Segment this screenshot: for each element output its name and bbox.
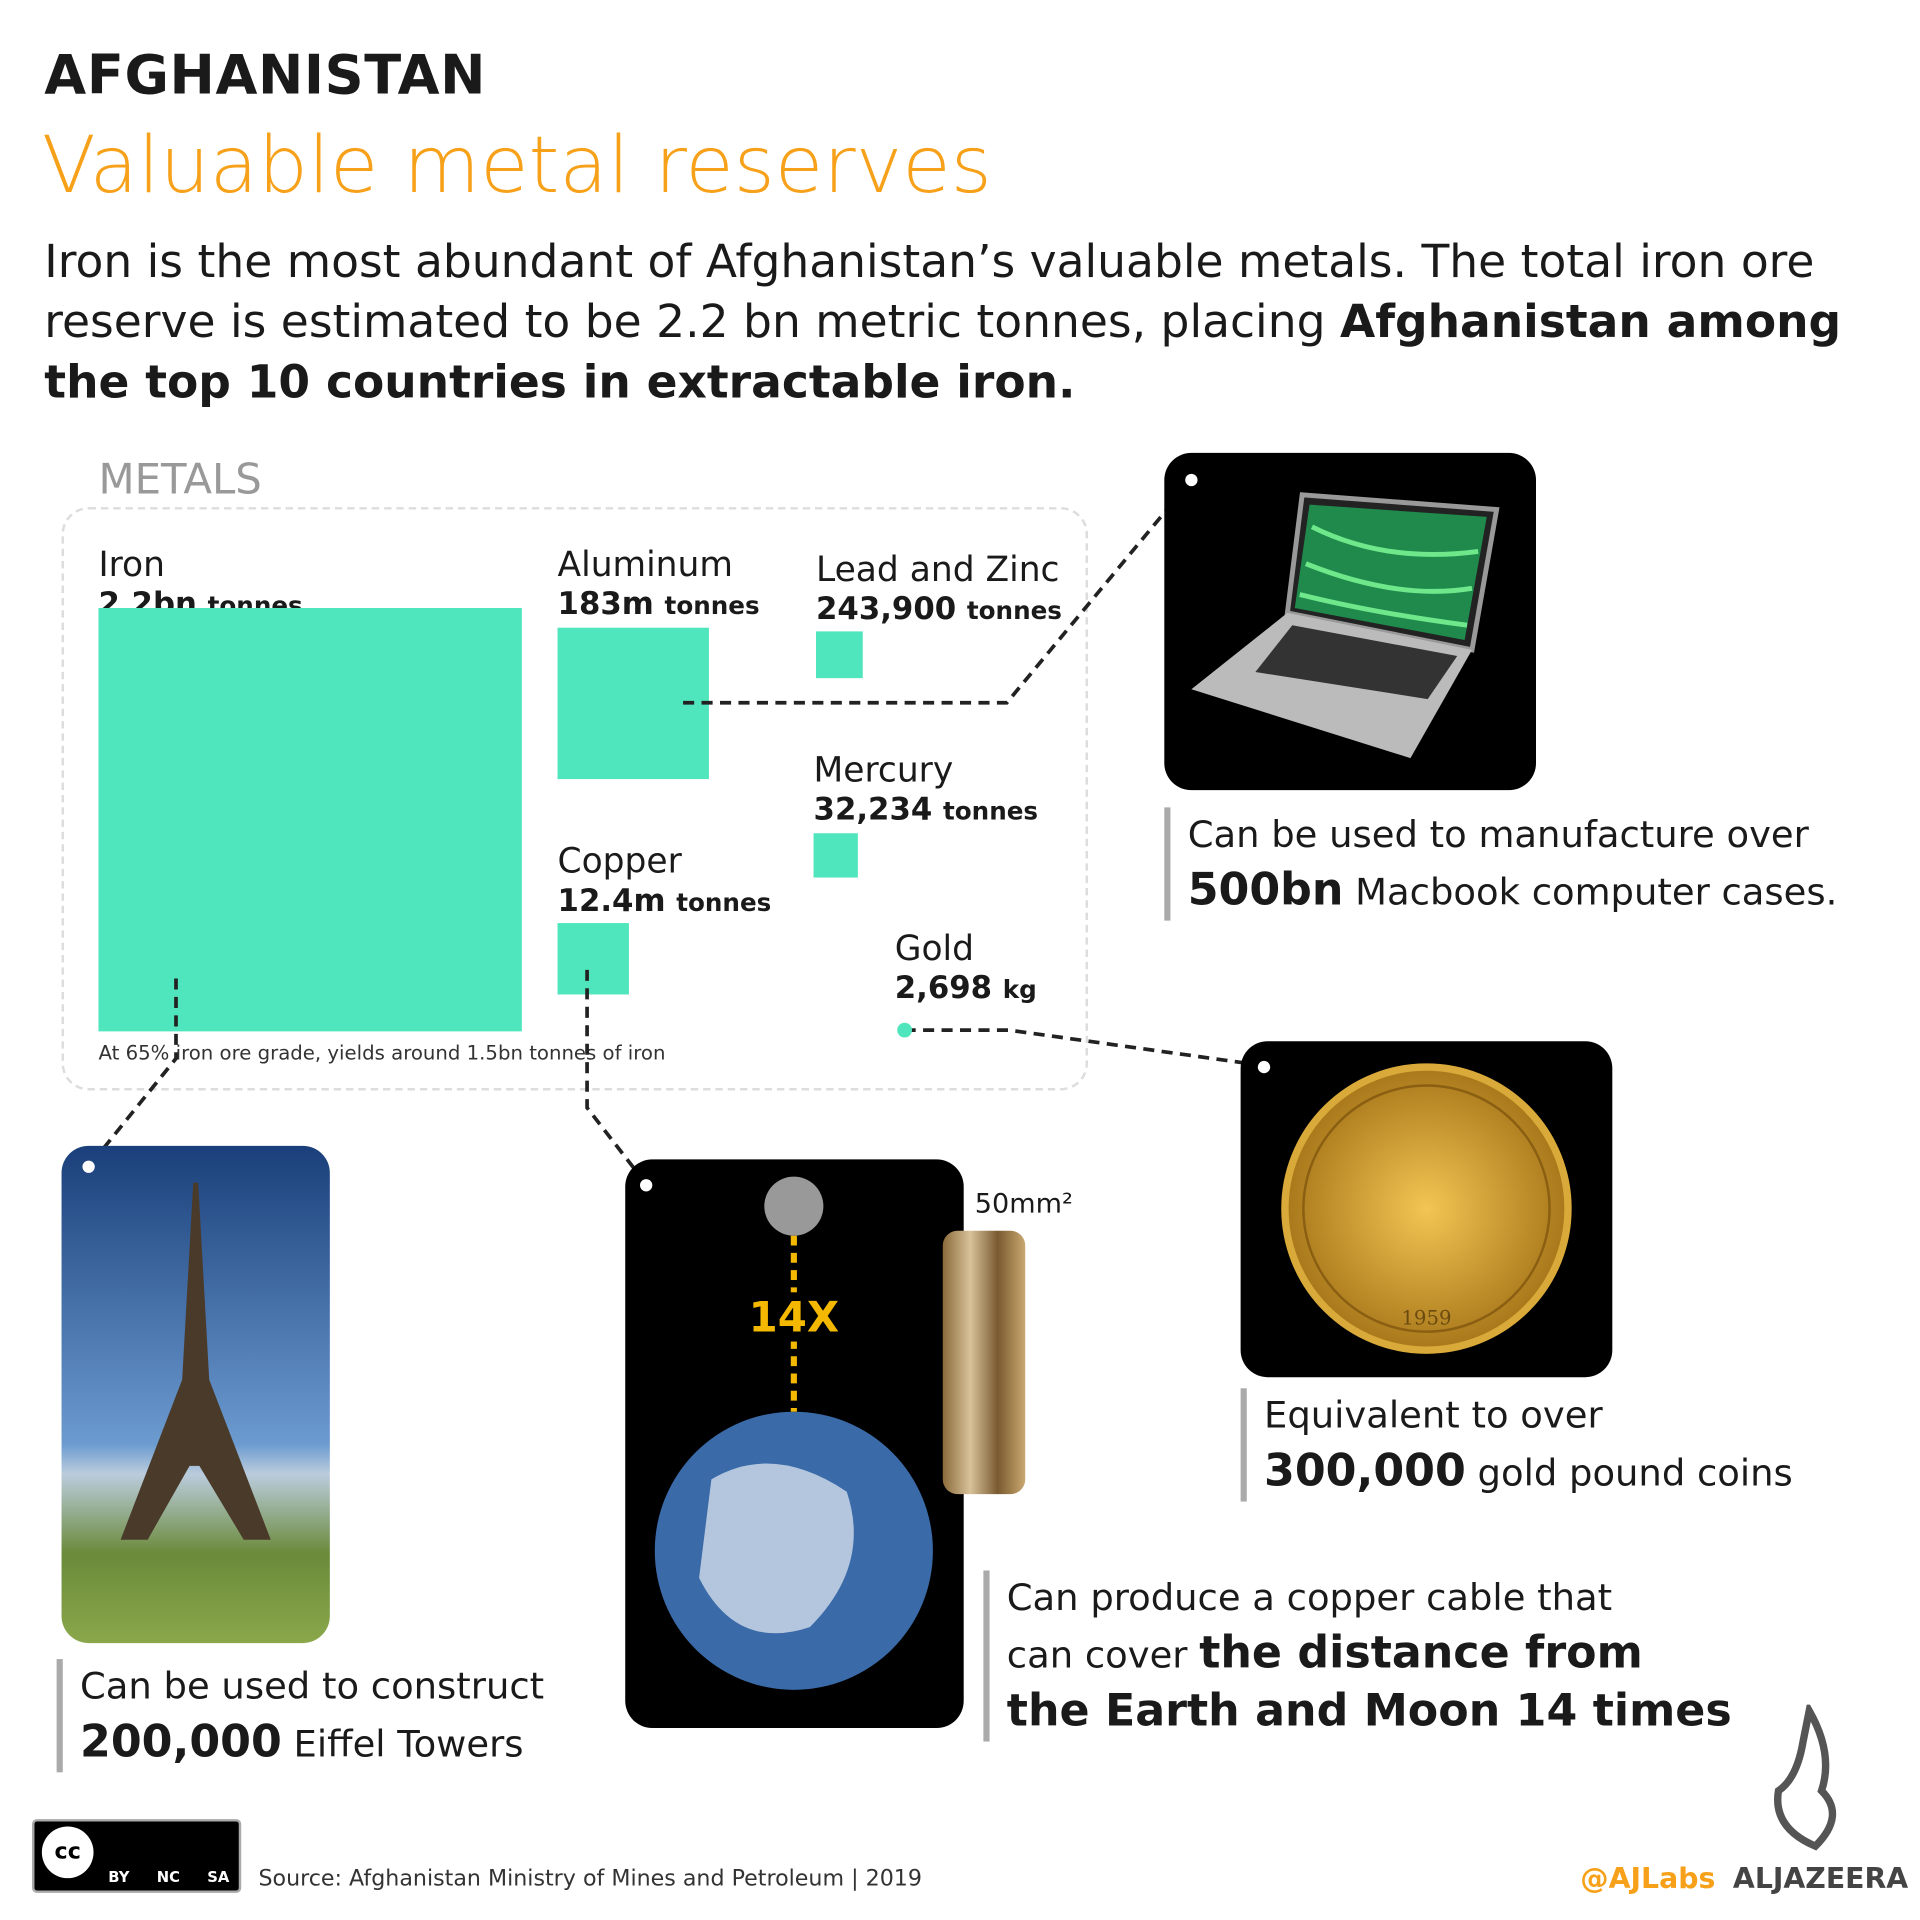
metal-value: 12.4m tonnes [557, 882, 772, 919]
aluminum-connector [683, 478, 1193, 705]
earth-moon-illustration: 14X [654, 1176, 933, 1690]
metal-square-iron [98, 608, 522, 1032]
aljazeera-brand: ALJAZEERA [1732, 1863, 1909, 1896]
earth-moon-photo: 14X [625, 1159, 964, 1729]
laptop-icon [1191, 492, 1500, 759]
caption-number: 200,000 [80, 1716, 282, 1768]
metal-name-iron: Iron [98, 544, 165, 585]
page-title: Valuable metal reserves [41, 120, 992, 212]
anchor-dot [640, 1179, 653, 1192]
caption-bold: the Earth and Moon 14 times [1006, 1686, 1732, 1737]
intro-bold: Afghanistan among the top 10 countries i… [44, 295, 1842, 409]
chart-title: METALS [98, 455, 262, 505]
cc-icon: cc [41, 1826, 94, 1879]
moon-icon [764, 1176, 824, 1236]
metal-value: 32,234 tonnes [813, 791, 1039, 828]
ajlabs-handle[interactable]: @AJLabs [1580, 1863, 1716, 1896]
multiplier-label: 14X [749, 1293, 839, 1342]
anchor-dot [82, 1160, 95, 1173]
iron-connector [87, 978, 178, 1168]
country-heading: AFGHANISTAN [44, 44, 487, 108]
gold-marker [897, 1022, 913, 1038]
gold-caption: Equivalent to over 300,000 gold pound co… [1240, 1388, 1793, 1502]
metal-name-lead-and-zinc: Lead and Zinc [816, 548, 1060, 590]
creative-commons-badge: cc BY NC SA [32, 1819, 242, 1893]
metal-value: 183m tonnes [557, 585, 760, 622]
macbook-photo [1164, 452, 1537, 791]
metal-square-copper [557, 923, 629, 995]
metal-square-lead-and-zinc [816, 631, 863, 679]
caption-rest: Macbook computer cases. [1343, 871, 1838, 915]
macbook-caption: Can be used to manufacture over 500bn Ma… [1164, 807, 1838, 921]
svg-text:1959: 1959 [1401, 1306, 1451, 1329]
caption-number: 500bn [1187, 865, 1344, 916]
intro-plain: Iron is the most abundant of Afghanistan… [44, 235, 1815, 349]
eiffel-tower-photo [61, 1145, 330, 1644]
eiffel-caption: Can be used to construct 200,000 Eiffel … [56, 1659, 545, 1773]
aljazeera-logo-icon [1774, 1704, 1837, 1851]
metal-name-copper: Copper [557, 840, 682, 882]
metal-name-mercury: Mercury [813, 749, 954, 791]
metal-square-mercury [813, 833, 858, 878]
source-note: Source: Afghanistan Ministry of Mines an… [258, 1865, 922, 1892]
intro-text: Iron is the most abundant of Afghanistan… [44, 231, 1866, 412]
copper-connector [585, 969, 648, 1186]
caption-number: 300,000 [1264, 1446, 1466, 1497]
metal-name-aluminum: Aluminum [557, 544, 733, 585]
caption-rest: can cover [1006, 1634, 1200, 1678]
caption-bold: the distance from [1199, 1628, 1643, 1679]
coin-icon: 1959 [1281, 1063, 1572, 1354]
caption-rest: Eiffel Towers [281, 1723, 524, 1767]
metal-value: 243,900 tonnes [816, 590, 1062, 627]
caption-line: Can be used to construct [80, 1665, 545, 1709]
iron-annotation: At 65% iron ore grade, yields around 1.5… [98, 1041, 666, 1065]
caption-line: Can be used to manufacture over [1187, 813, 1809, 857]
cable-label: 50mm² [974, 1188, 1073, 1220]
caption-line: Can produce a copper cable that [1006, 1576, 1613, 1620]
metal-name-gold: Gold [894, 928, 975, 969]
copper-cable-photo [942, 1230, 1026, 1495]
copper-caption: Can produce a copper cable that can cove… [983, 1570, 1732, 1742]
metal-value: 2,698 kg [894, 969, 1037, 1006]
caption-rest: gold pound coins [1465, 1452, 1793, 1496]
chart-frame [61, 507, 1089, 1091]
anchor-dot [1185, 473, 1198, 487]
caption-line: Equivalent to over [1264, 1394, 1603, 1438]
gold-connector [904, 1028, 1266, 1068]
anchor-dot [1257, 1060, 1271, 1074]
eiffel-tower-icon [120, 1182, 271, 1540]
gold-coin-photo: 1959 [1240, 1041, 1613, 1378]
